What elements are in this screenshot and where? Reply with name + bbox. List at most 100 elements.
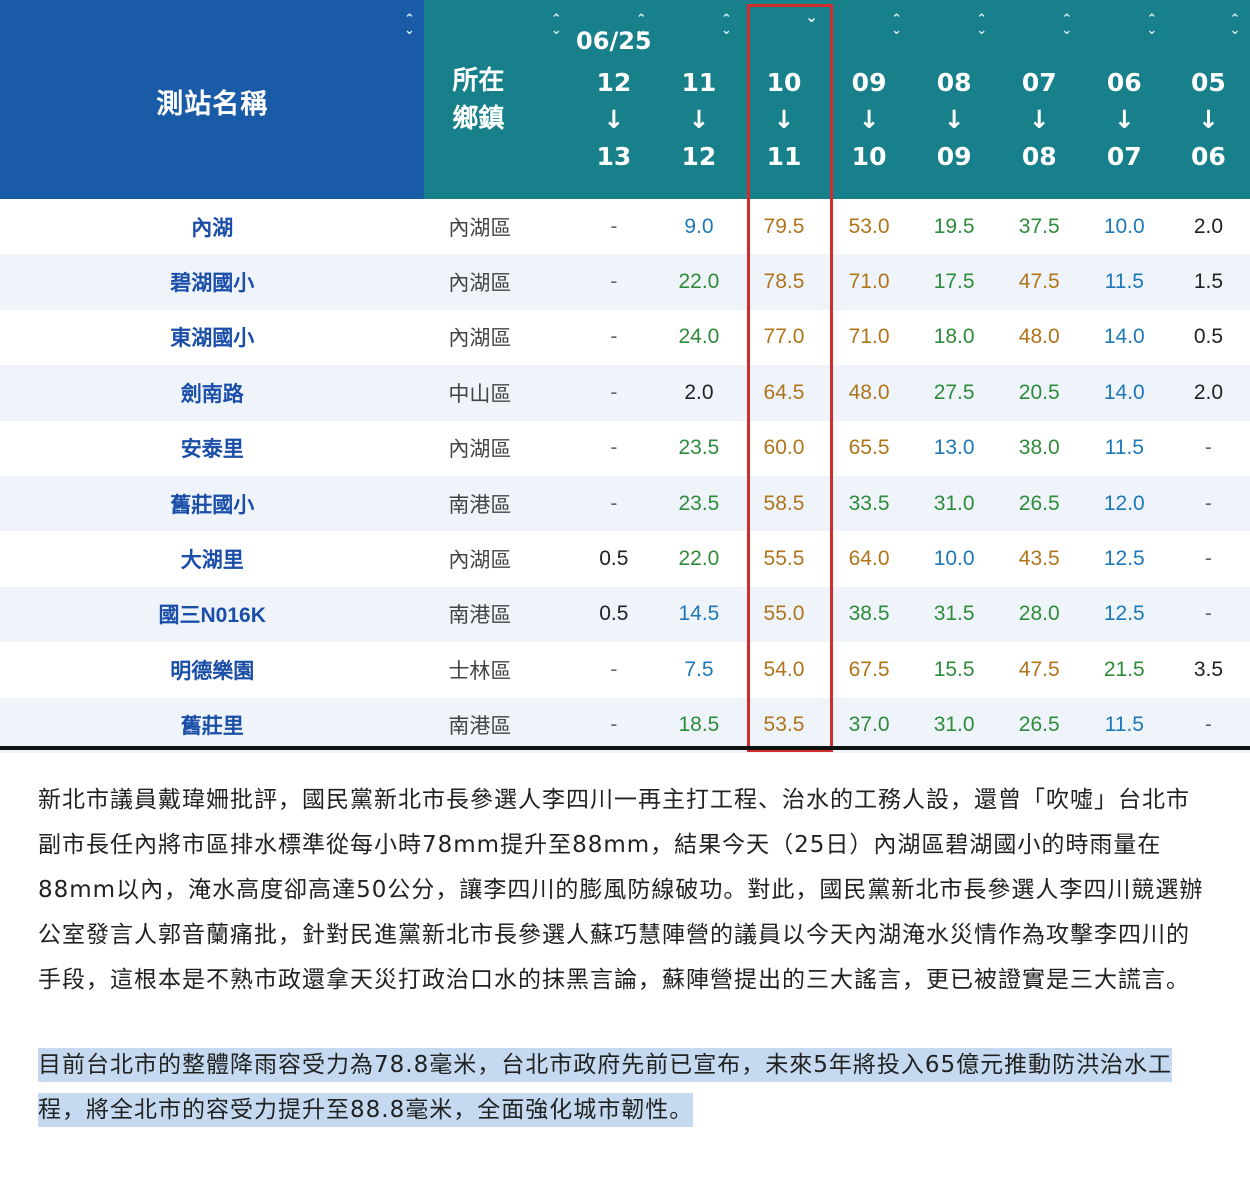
- station-name-link[interactable]: 碧湖國小: [0, 254, 425, 310]
- town-column-label: 所在 鄉鎮: [452, 66, 505, 134]
- rainfall-value-cell: 14.0: [1081, 309, 1167, 366]
- column-header-station[interactable]: ⌃ ⌄ 測站名稱: [0, 0, 425, 199]
- column-header-hour[interactable]: ⌃ ⌄ 09 ↓ 10: [826, 0, 912, 199]
- station-name-link[interactable]: 東湖國小: [0, 309, 425, 366]
- rainfall-value-cell: -: [571, 475, 657, 532]
- rainfall-value-cell: 11.5: [1081, 420, 1167, 476]
- rainfall-value-cell: 64.5: [741, 365, 827, 421]
- hour-range-label: 05 ↓ 06: [1191, 68, 1226, 171]
- table-row: 碧湖國小 內湖區 -22.0 78.5 71.0 17.5 47.5 11.5 1.5: [0, 254, 1250, 310]
- station-name-link[interactable]: 明德樂園: [0, 642, 425, 698]
- rainfall-value-cell: 0.5: [571, 586, 657, 643]
- sort-updown-icon[interactable]: ⌃ ⌄: [976, 12, 988, 38]
- rainfall-value-cell: 31.5: [911, 586, 997, 643]
- rainfall-value-cell: 2.0: [656, 365, 742, 421]
- rainfall-value-cell: -: [571, 642, 657, 698]
- column-header-town[interactable]: ⌃ ⌄ 所在 鄉鎮: [424, 0, 572, 199]
- rainfall-value-cell: 14.0: [1081, 365, 1167, 421]
- hour-range-label: 06 ↓ 07: [1106, 68, 1142, 171]
- sort-updown-icon[interactable]: ⌃ ⌄: [1146, 12, 1158, 38]
- rainfall-value-cell: 10.0: [1081, 199, 1167, 255]
- town-cell: 內湖區: [424, 199, 572, 255]
- rainfall-value-cell: 11.5: [1081, 697, 1167, 753]
- rainfall-value-cell: 22.0: [656, 531, 742, 587]
- rainfall-value-cell: 12.5: [1081, 586, 1167, 643]
- column-header-hour[interactable]: ⌃ ⌄ 05 ↓ 06: [1166, 0, 1250, 199]
- table-row: 東湖國小 內湖區 -24.0 77.0 71.0 18.0 48.0 14.0 0.5: [0, 309, 1250, 366]
- station-name-link[interactable]: 舊莊國小: [0, 475, 425, 532]
- hour-range-label: 08 ↓ 09: [936, 68, 972, 171]
- hour-range-label: 09 ↓ 10: [851, 68, 887, 171]
- rainfall-value-cell: 12.0: [1081, 475, 1167, 532]
- hour-range-label: 12 ↓ 13: [596, 68, 632, 171]
- rainfall-value-cell: 23.5: [656, 420, 742, 476]
- table-row: 劍南路 中山區 -2.0 64.5 48.0 27.5 20.5 14.0 2.0: [0, 365, 1250, 421]
- rainfall-value-cell: 21.5: [1081, 642, 1167, 698]
- column-header-hour[interactable]: ⌃ ⌄ 08 ↓ 09: [911, 0, 997, 199]
- rainfall-value-cell: 17.5: [911, 254, 997, 310]
- rainfall-value-cell: 12.5: [1081, 531, 1167, 587]
- town-cell: 南港區: [424, 475, 572, 532]
- sort-updown-icon[interactable]: ⌃ ⌄: [635, 12, 647, 38]
- station-name-link[interactable]: 國三N016K: [0, 586, 425, 643]
- table-row: 國三N016K 南港區 0.5 14.5 55.0 38.5 31.5 28.0 12.5-: [0, 586, 1250, 643]
- column-header-hour[interactable]: ⌃ ⌄ 06/25 12 ↓ 13: [571, 0, 657, 199]
- rainfall-value-cell: 38.0: [996, 420, 1082, 476]
- hour-range-label: 10 ↓ 11: [766, 68, 802, 171]
- table-row: 舊莊國小 南港區 -23.5 58.5 33.5 31.0 26.5 12.0-: [0, 475, 1250, 532]
- rainfall-value-cell: 67.5: [826, 642, 912, 698]
- highlighted-text: 目前台北市的整體降雨容受力為78.8毫米，台北市政府先前已宣布，未來5年將投入6…: [38, 1048, 1173, 1127]
- rainfall-value-cell: 43.5: [996, 531, 1082, 587]
- rainfall-value-cell: 18.5: [656, 697, 742, 753]
- rainfall-value-cell: 37.5: [996, 199, 1082, 255]
- article-paragraph: 新北市議員戴瑋姍批評，國民黨新北市長參選人李四川一再主打工程、治水的工務人設，還…: [38, 787, 1204, 993]
- rainfall-value-cell: 53.0: [826, 199, 912, 255]
- rainfall-value-cell: -: [1166, 475, 1250, 532]
- town-cell: 內湖區: [424, 420, 572, 476]
- rainfall-value-cell: 60.0: [741, 420, 827, 476]
- rainfall-value-cell: 71.0: [826, 309, 912, 366]
- rainfall-value-cell: 31.0: [911, 475, 997, 532]
- sort-updown-icon[interactable]: ⌃ ⌄: [403, 12, 415, 38]
- rainfall-value-cell: 31.0: [911, 697, 997, 753]
- town-cell: 中山區: [424, 365, 572, 421]
- sort-updown-icon[interactable]: ⌃ ⌄: [721, 12, 732, 38]
- rainfall-value-cell: 0.5: [1166, 309, 1250, 366]
- station-name-link[interactable]: 舊莊里: [0, 697, 425, 753]
- rainfall-value-cell: 2.0: [1166, 199, 1250, 255]
- sort-updown-icon[interactable]: ⌃ ⌄: [1229, 12, 1241, 38]
- rainfall-value-cell: -: [571, 365, 657, 421]
- rainfall-value-cell: -: [1166, 531, 1250, 587]
- station-column-label: 測站名稱: [156, 89, 269, 120]
- rainfall-value-cell: 47.5: [996, 254, 1082, 310]
- rainfall-value-cell: 55.5: [741, 531, 827, 587]
- rainfall-value-cell: 20.5: [996, 365, 1082, 421]
- sort-updown-icon[interactable]: ⌃ ⌄: [891, 12, 903, 38]
- news-article: 新北市議員戴瑋姍批評，國民黨新北市長參選人李四川一再主打工程、治水的工務人設，還…: [38, 778, 1210, 1133]
- rainfall-value-cell: -: [1166, 586, 1250, 643]
- station-name-link[interactable]: 安泰里: [0, 420, 425, 476]
- town-cell: 內湖區: [424, 309, 572, 366]
- rainfall-value-cell: 77.0: [741, 309, 827, 366]
- station-name-link[interactable]: 劍南路: [0, 365, 425, 421]
- station-name-link[interactable]: 內湖: [0, 199, 425, 255]
- rainfall-value-cell: -: [571, 420, 657, 476]
- rainfall-value-cell: 78.5: [741, 254, 827, 310]
- sort-updown-icon[interactable]: ⌃ ⌄: [550, 12, 562, 38]
- rainfall-value-cell: 26.5: [996, 697, 1082, 753]
- chevron-down-icon[interactable]: ⌄: [805, 8, 818, 26]
- rainfall-value-cell: 37.0: [826, 697, 912, 753]
- rainfall-value-cell: 0.5: [571, 531, 657, 587]
- rainfall-value-cell: 38.5: [826, 586, 912, 643]
- column-header-hour[interactable]: ⌃ ⌄ 06 ↓ 07: [1081, 0, 1167, 199]
- town-cell: 南港區: [424, 586, 572, 643]
- rainfall-value-cell: -: [571, 199, 657, 255]
- hour-range-label: 11 ↓ 12: [681, 68, 717, 171]
- station-name-link[interactable]: 大湖里: [0, 531, 425, 587]
- rainfall-value-cell: 65.5: [826, 420, 912, 476]
- column-header-hour[interactable]: ⌃ ⌄ 07 ↓ 08: [996, 0, 1082, 199]
- column-header-hour[interactable]: ⌃ ⌄ 11 ↓ 12: [656, 0, 742, 199]
- column-header-hour[interactable]: ⌄ 10 ↓ 11: [741, 0, 827, 199]
- sort-updown-icon[interactable]: ⌃ ⌄: [1061, 12, 1073, 38]
- rainfall-value-cell: 2.0: [1166, 365, 1250, 421]
